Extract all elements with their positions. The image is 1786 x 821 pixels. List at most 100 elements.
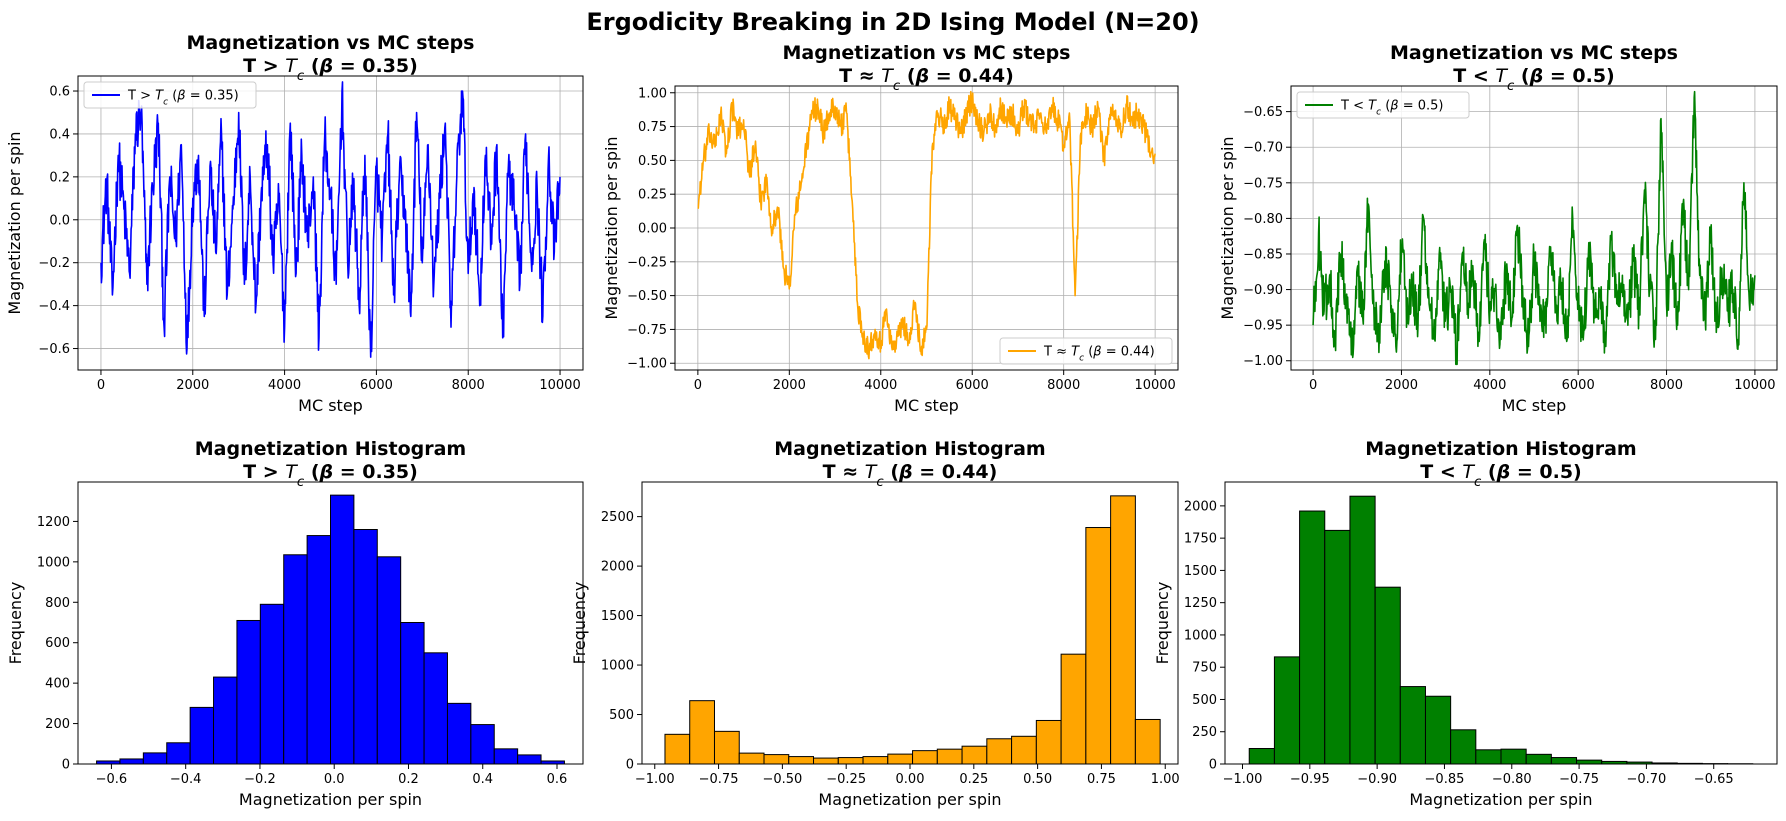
- panel-title-line2: T ≈ Tc (β = 0.44): [823, 461, 998, 490]
- y-tick-label: 200: [45, 717, 70, 732]
- figure-title: Ergodicity Breaking in 2D Ising Model (N…: [586, 8, 1199, 36]
- y-tick-label: 500: [609, 708, 634, 723]
- x-tick-label: −1.00: [1223, 772, 1263, 787]
- histogram-bar: [813, 757, 839, 764]
- axes-frame: [1290, 85, 1778, 371]
- histogram-bar: [330, 494, 355, 764]
- panel-title-line2: T < Tc (β = 0.5): [1453, 65, 1614, 94]
- histogram-bar: [763, 754, 790, 764]
- histogram-bar: [517, 754, 542, 764]
- legend: T < Tc (β = 0.5): [1296, 91, 1470, 119]
- panel-title-line2: T < Tc (β = 0.5): [1420, 461, 1581, 490]
- y-tick-label: −0.85: [1243, 247, 1283, 262]
- histogram-bar: [1134, 718, 1161, 764]
- axes-frame: [1224, 481, 1778, 765]
- y-tick-label: −0.6: [38, 342, 70, 357]
- y-tick-label: 0.00: [638, 222, 667, 237]
- histogram-bar: [306, 535, 332, 764]
- x-tick-label: 0.6: [547, 772, 568, 787]
- histogram-bar: [1424, 695, 1452, 764]
- plot-area: [1248, 495, 1754, 764]
- legend: T > Tc (β = 0.35): [83, 81, 257, 109]
- axes-frame: [77, 75, 584, 371]
- x-tick-label: −0.6: [96, 772, 128, 787]
- plot-area: [100, 81, 561, 358]
- y-tick-label: 1500: [601, 609, 634, 624]
- histogram-bar: [1399, 686, 1426, 764]
- histogram-bar: [738, 752, 765, 764]
- legend: T ≈ Tc (β = 0.44): [999, 337, 1173, 365]
- x-tick-label: 0.50: [1023, 772, 1052, 787]
- x-tick-label: 10000: [539, 378, 580, 393]
- histogram-bar: [862, 756, 889, 764]
- legend-entry: T > Tc (β = 0.35): [127, 89, 239, 108]
- histogram-bar: [1450, 729, 1477, 764]
- x-axis-label: MC step: [298, 396, 363, 415]
- x-axis-label: MC step: [1502, 396, 1567, 415]
- series-line: [100, 81, 561, 358]
- y-tick-label: −0.70: [1243, 141, 1283, 156]
- histogram-bar: [1475, 749, 1502, 764]
- histogram-bar: [713, 730, 740, 764]
- y-tick-label: 1250: [1184, 596, 1217, 611]
- histogram-bar: [1248, 748, 1275, 764]
- y-tick-label: −0.4: [38, 299, 70, 314]
- x-tick-label: −0.70: [1626, 772, 1666, 787]
- x-tick-label: 2000: [773, 378, 806, 393]
- y-tick-label: 750: [1192, 661, 1217, 676]
- plot-area: [664, 495, 1161, 764]
- histogram-bar: [353, 529, 378, 764]
- y-tick-label: 1.00: [638, 86, 667, 101]
- x-tick-label: −0.95: [1290, 772, 1330, 787]
- plot-area: [697, 90, 1156, 360]
- histogram-bar: [1374, 586, 1401, 764]
- x-tick-label: −0.65: [1694, 772, 1734, 787]
- histogram-bar: [376, 556, 402, 764]
- y-axis-label: Frequency: [570, 582, 589, 665]
- y-tick-label: 0.25: [638, 188, 667, 203]
- histogram-bar: [788, 756, 815, 764]
- y-tick-label: 0: [62, 758, 70, 773]
- y-axis-label: Magnetization per spin: [602, 136, 621, 319]
- plot-area: [96, 494, 565, 764]
- x-tick-label: −0.80: [1492, 772, 1532, 787]
- histogram-bar: [961, 745, 988, 764]
- plot-area: [1312, 90, 1756, 366]
- x-tick-label: 4000: [268, 378, 301, 393]
- y-tick-label: 2000: [1184, 499, 1217, 514]
- x-tick-label: −0.75: [1559, 772, 1599, 787]
- x-tick-label: 0: [97, 378, 105, 393]
- panel-title-line2: T > Tc (β = 0.35): [243, 55, 418, 84]
- y-tick-label: −1.00: [1243, 354, 1283, 369]
- histogram-bar: [837, 757, 864, 764]
- histogram-bar: [283, 554, 308, 764]
- histogram-bar: [1500, 748, 1527, 764]
- histogram-bar: [1011, 735, 1037, 764]
- y-tick-label: 0.4: [49, 127, 70, 142]
- x-tick-label: 10000: [1134, 378, 1175, 393]
- y-tick-label: −0.75: [627, 323, 667, 338]
- x-tick-label: 0.4: [472, 772, 493, 787]
- histogram-bar: [259, 603, 285, 764]
- y-tick-label: 0: [626, 758, 634, 773]
- y-tick-label: 400: [45, 677, 70, 692]
- x-axis-label: Magnetization per spin: [1409, 790, 1592, 809]
- histogram-bar: [986, 738, 1013, 764]
- panel-title-line1: Magnetization vs MC steps: [187, 32, 475, 54]
- x-tick-label: 10000: [1734, 378, 1775, 393]
- y-axis-label: Magnetization per spin: [5, 131, 24, 314]
- x-tick-label: −0.4: [170, 772, 202, 787]
- x-tick-label: 1.00: [1151, 772, 1180, 787]
- histogram-bar: [1324, 529, 1351, 764]
- panel-title-line1: Magnetization Histogram: [774, 438, 1045, 460]
- histogram-bar: [142, 752, 168, 764]
- x-tick-label: −0.2: [244, 772, 276, 787]
- histogram-bar: [400, 621, 425, 764]
- y-tick-label: 500: [1192, 693, 1217, 708]
- histogram-bar: [423, 652, 448, 764]
